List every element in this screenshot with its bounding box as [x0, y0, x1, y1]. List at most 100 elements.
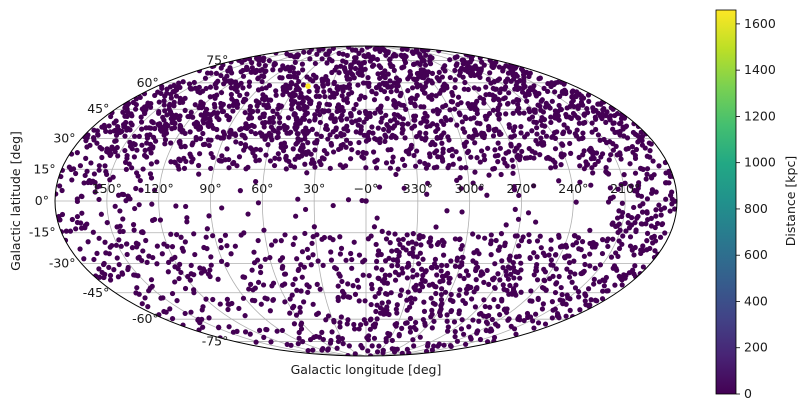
data-point — [290, 241, 296, 248]
data-point — [196, 162, 202, 169]
data-point — [483, 116, 489, 122]
data-point — [610, 147, 617, 153]
data-point — [113, 242, 119, 248]
data-point — [518, 289, 524, 295]
data-point — [380, 126, 387, 133]
data-point — [398, 287, 405, 293]
data-point — [449, 89, 455, 96]
data-point — [418, 104, 424, 110]
data-point — [325, 77, 331, 84]
data-point — [319, 347, 325, 353]
data-point — [138, 119, 145, 125]
data-point — [618, 213, 625, 220]
data-point — [356, 298, 362, 304]
data-point — [185, 113, 191, 120]
data-point — [143, 125, 149, 131]
data-point — [112, 203, 118, 209]
data-point — [266, 57, 272, 64]
data-point — [250, 287, 256, 293]
data-point — [334, 108, 340, 115]
data-point — [343, 137, 350, 143]
data-point — [559, 292, 565, 298]
data-point — [503, 111, 509, 117]
data-point — [166, 103, 172, 109]
data-point — [251, 260, 258, 266]
data-point — [667, 208, 673, 214]
data-point — [364, 46, 371, 50]
data-point — [377, 75, 383, 81]
data-point — [414, 49, 420, 55]
data-point — [225, 306, 231, 313]
data-point — [289, 292, 295, 298]
data-point — [434, 241, 441, 247]
data-point — [429, 307, 435, 313]
data-point — [127, 139, 133, 145]
data-point — [436, 69, 442, 75]
data-point — [592, 161, 598, 168]
data-point — [293, 82, 300, 88]
data-point — [107, 277, 114, 283]
data-point — [339, 104, 345, 111]
data-point — [129, 113, 135, 119]
data-point — [255, 108, 261, 114]
data-point — [327, 340, 334, 346]
data-point — [420, 256, 426, 262]
data-point — [590, 108, 597, 114]
data-point — [426, 239, 432, 245]
data-point — [635, 139, 641, 145]
data-point — [245, 211, 251, 217]
data-point — [226, 165, 232, 171]
data-point — [300, 82, 307, 88]
latitude-tick-label: -30° — [49, 256, 76, 271]
data-point — [198, 136, 204, 142]
data-point — [180, 79, 186, 85]
data-point — [365, 53, 372, 59]
data-point — [348, 250, 354, 257]
data-point — [208, 262, 214, 268]
data-point — [103, 168, 109, 175]
data-point — [107, 177, 113, 183]
data-point — [498, 231, 505, 237]
data-point — [383, 236, 390, 242]
longitude-tick-labels: 150° 120° 90° 60° 30° −0° 330° 300° 270° 240° 210° — [92, 181, 640, 196]
data-point — [208, 165, 214, 172]
data-point — [295, 341, 301, 347]
data-point — [435, 111, 441, 117]
data-point — [138, 187, 144, 193]
data-point — [639, 221, 645, 227]
data-point — [599, 296, 606, 302]
longitude-tick-label: 300° — [455, 181, 485, 196]
data-point — [361, 155, 367, 161]
data-point — [446, 137, 452, 143]
data-point — [77, 246, 83, 252]
data-point — [463, 165, 469, 171]
data-point — [615, 229, 621, 236]
data-point — [474, 248, 480, 254]
data-point — [443, 117, 449, 123]
data-point — [385, 71, 391, 77]
data-point — [559, 88, 566, 95]
data-point — [633, 146, 640, 153]
data-point — [107, 147, 113, 153]
data-point — [398, 90, 404, 96]
data-point — [290, 146, 296, 152]
data-point — [379, 267, 385, 273]
data-point — [265, 142, 271, 148]
data-point — [340, 51, 346, 57]
data-point — [534, 254, 540, 260]
data-point — [571, 258, 577, 264]
data-point — [386, 128, 392, 134]
data-point — [288, 97, 295, 103]
data-point — [203, 296, 209, 302]
data-point — [143, 154, 150, 160]
data-point — [295, 70, 301, 76]
data-point — [402, 135, 408, 141]
data-point — [535, 295, 541, 301]
data-point — [425, 77, 432, 83]
data-point — [371, 335, 378, 341]
data-point — [98, 211, 104, 217]
data-point — [447, 107, 453, 113]
data-point — [257, 147, 263, 153]
data-point — [131, 227, 137, 233]
data-point — [161, 125, 167, 131]
